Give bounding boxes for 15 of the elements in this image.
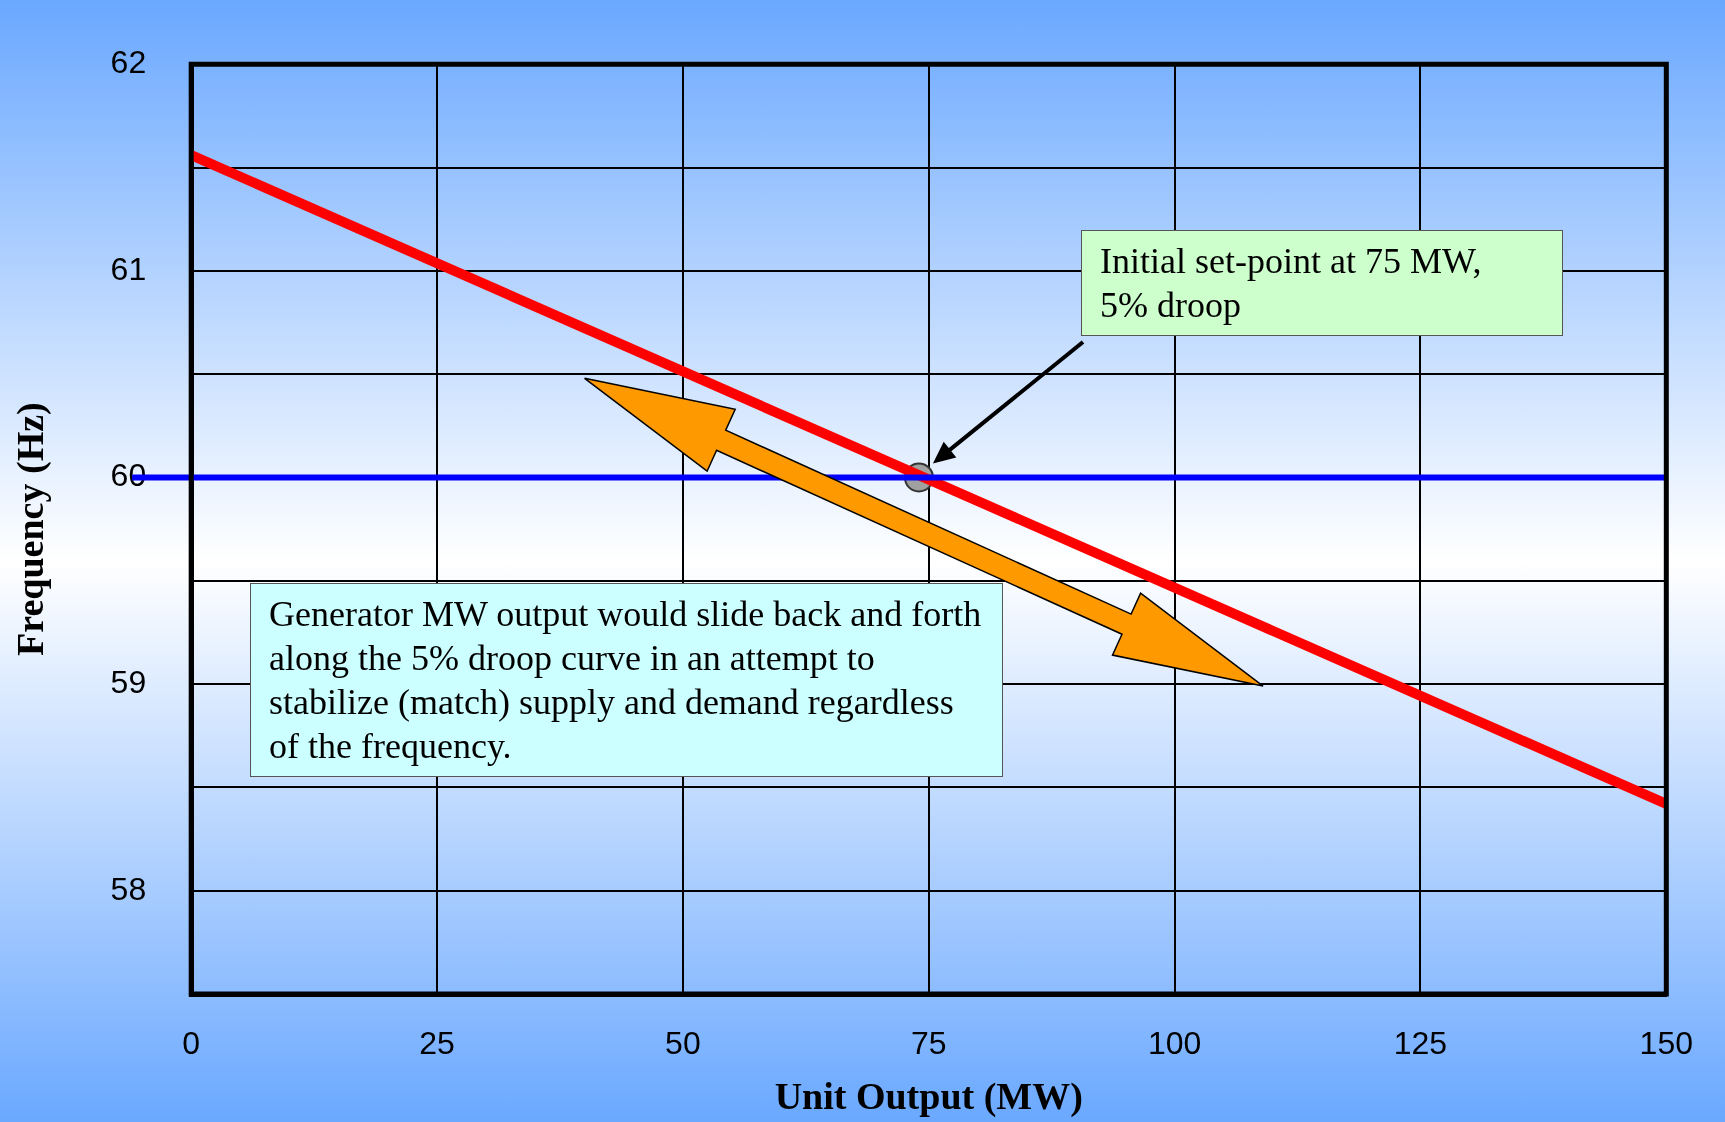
y-tick-label: 61 <box>110 250 147 287</box>
x-axis-title: Unit Output (MW) <box>774 1075 1083 1119</box>
x-tick-label: 0 <box>182 1025 201 1062</box>
x-tick-label: 125 <box>1393 1025 1448 1062</box>
y-tick-label: 58 <box>110 870 147 907</box>
x-tick-label: 150 <box>1639 1025 1693 1062</box>
y-tick-label: 59 <box>110 663 147 700</box>
x-tick-label: 25 <box>419 1025 455 1062</box>
x-tick-label: 75 <box>910 1025 947 1062</box>
x-tick-label: 50 <box>665 1025 701 1062</box>
y-tick-label: 62 <box>110 44 147 81</box>
annotation: Initial set-point at 75 MW, 5% droop <box>1081 230 1563 336</box>
y-axis-title: Frequency (Hz) <box>8 402 52 656</box>
x-tick-label: 100 <box>1147 1025 1202 1062</box>
annotation: Generator MW output would slide back and forth along the 5% droop curve in an attempt to stabilize (match) supply and demand regardless of the frequency. <box>250 583 1003 777</box>
